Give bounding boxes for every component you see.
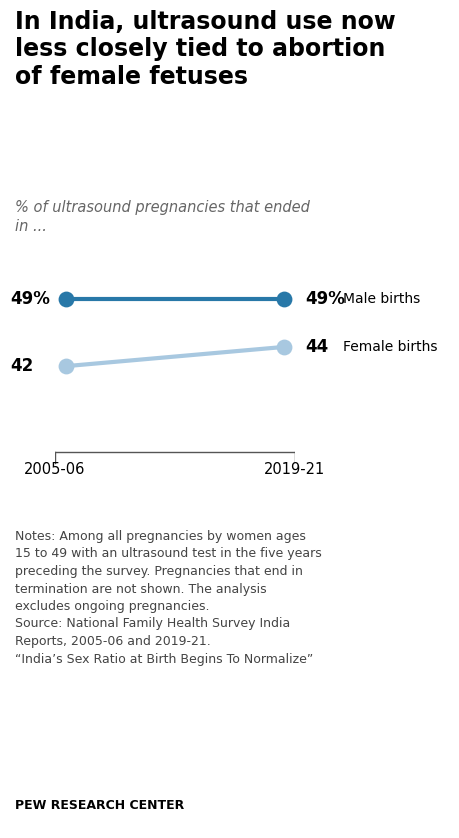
Point bbox=[62, 292, 69, 306]
Text: 44: 44 bbox=[304, 338, 328, 356]
Point bbox=[62, 360, 69, 373]
Text: In India, ultrasound use now
less closely tied to abortion
of female fetuses: In India, ultrasound use now less closel… bbox=[15, 10, 395, 89]
Point bbox=[280, 340, 287, 354]
Point bbox=[280, 292, 287, 306]
Text: % of ultrasound pregnancies that ended
in ...: % of ultrasound pregnancies that ended i… bbox=[15, 200, 309, 234]
Text: Notes: Among all pregnancies by women ages
15 to 49 with an ultrasound test in t: Notes: Among all pregnancies by women ag… bbox=[15, 530, 321, 665]
Text: 2005-06: 2005-06 bbox=[24, 462, 85, 477]
Text: Male births: Male births bbox=[342, 292, 420, 306]
Text: 42: 42 bbox=[10, 357, 33, 375]
Text: 49%: 49% bbox=[10, 290, 50, 308]
Text: PEW RESEARCH CENTER: PEW RESEARCH CENTER bbox=[15, 799, 184, 811]
Text: 2019-21: 2019-21 bbox=[264, 462, 325, 477]
Text: Female births: Female births bbox=[342, 340, 437, 354]
Text: 49%: 49% bbox=[304, 290, 344, 308]
